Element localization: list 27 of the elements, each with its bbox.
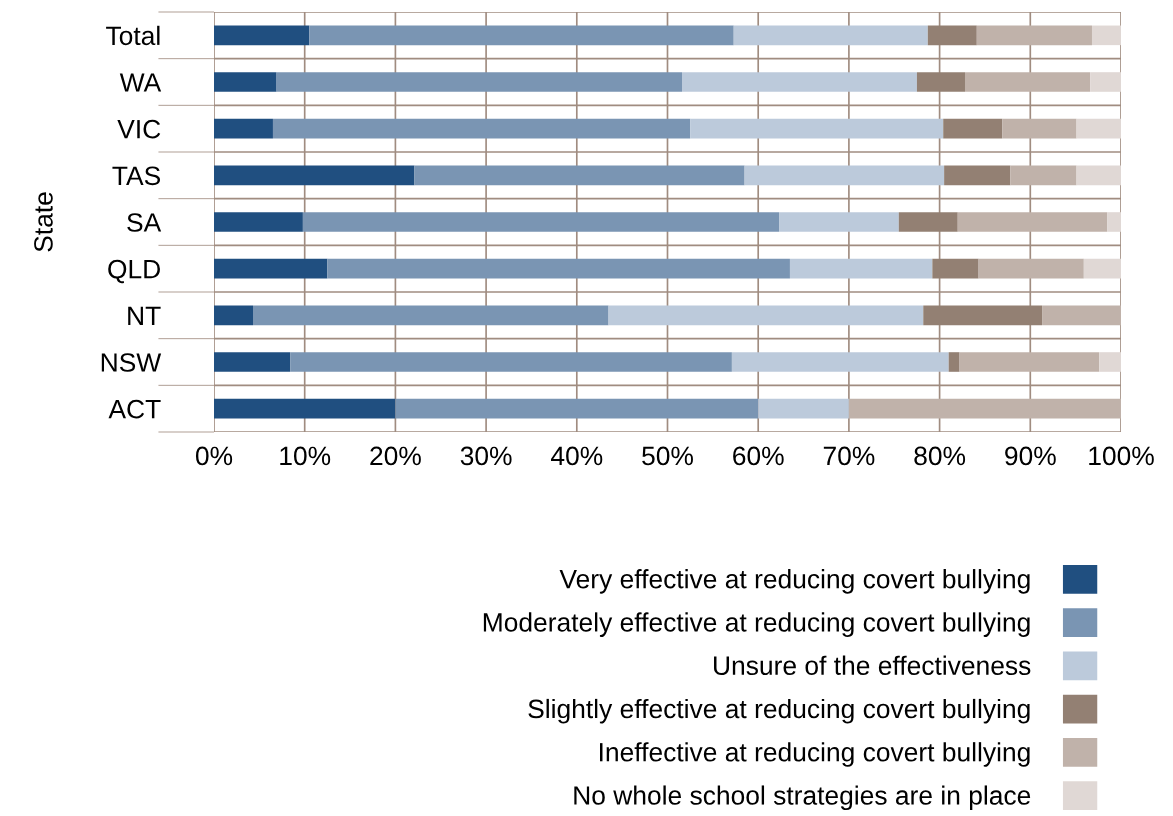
y-tick-label: ACT <box>108 399 161 419</box>
y-tick-label: Total <box>106 25 160 46</box>
legend-label: Moderately effective at reducing covert bullying <box>483 612 1030 637</box>
y-tick-label: QLD <box>108 259 160 284</box>
y-tick-label: SA <box>127 213 162 232</box>
y-tick-label: NT <box>128 306 161 325</box>
y-axis-title: State <box>34 192 53 252</box>
y-tick-label: NSW <box>101 353 162 372</box>
y-tick-label: WA <box>119 73 162 92</box>
x-tick-label: 60% <box>733 446 784 466</box>
legend-label: Very effective at reducing covert bullying <box>559 569 1030 594</box>
x-tick-label: 50% <box>642 446 693 466</box>
x-tick-label: 90% <box>1005 446 1056 466</box>
y-tick-label: TAS <box>112 166 161 186</box>
legend-label: Ineffective at reducing covert bullying <box>600 742 1030 767</box>
x-tick-label: 30% <box>460 446 512 466</box>
legend-label: Slightly effective at reducing covert bullying <box>528 698 1030 724</box>
x-tick-label: 70% <box>823 446 875 466</box>
y-tick-label: VIC <box>117 119 161 139</box>
x-tick-label: 40% <box>551 446 603 466</box>
legend-label: Unsure of the effectiveness <box>714 655 1031 675</box>
x-tick-label: 10% <box>280 446 331 466</box>
x-tick-label: 0% <box>195 446 233 466</box>
x-tick-label: 80% <box>914 446 966 466</box>
legend-label: No whole school strategies are in place <box>574 785 1031 811</box>
x-tick-label: 20% <box>370 446 421 466</box>
x-tick-label: 100% <box>1089 446 1154 466</box>
